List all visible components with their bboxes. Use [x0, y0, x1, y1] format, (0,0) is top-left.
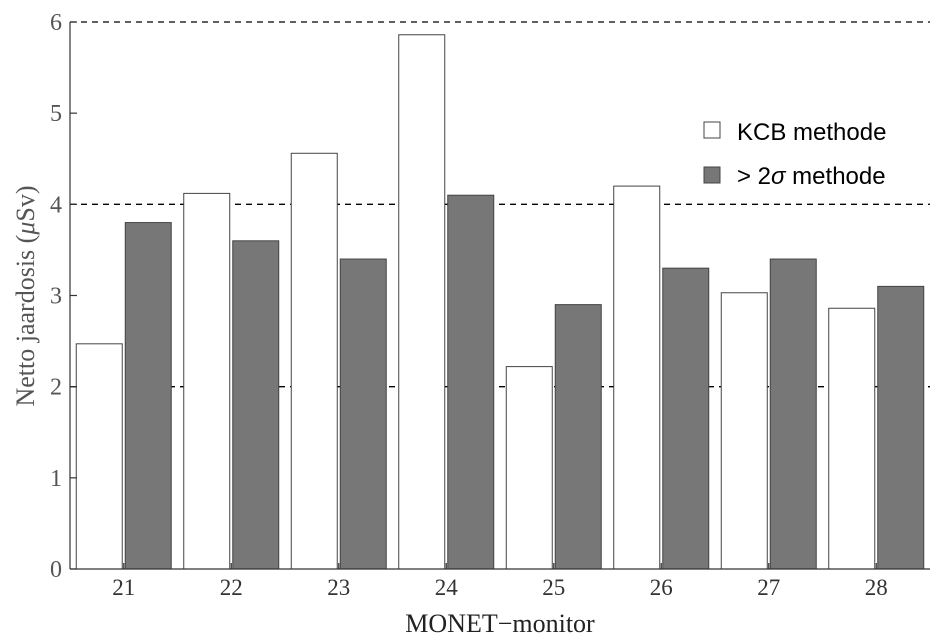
y-tick-label: 4 [50, 192, 62, 218]
x-tick-label: 24 [435, 575, 459, 600]
bar-2sigma [447, 194, 495, 570]
legend-label-kcb: KCB methode [737, 119, 886, 146]
bar-kcb [828, 307, 876, 570]
legend-label-2sigma-prefix: > 2 [737, 163, 771, 190]
y-axis-label-unit: Sv) [11, 185, 40, 221]
bar-kcb [505, 366, 553, 570]
y-tick-label: 0 [50, 557, 62, 583]
bar-kcb [720, 292, 768, 570]
legend-label-2sigma: > 2σ methode [737, 163, 886, 190]
bar-kcb [183, 192, 231, 570]
legend-swatch-2sigma [703, 166, 721, 184]
y-tick-label: 2 [50, 375, 62, 401]
y-tick-label: 5 [50, 101, 62, 127]
x-tick-label: 28 [865, 575, 888, 600]
y-axis-label-mu: μ [11, 222, 40, 236]
x-tick-label: 26 [650, 575, 673, 600]
bar-kcb [290, 152, 338, 570]
bar-kcb [398, 34, 446, 570]
legend-label-2sigma-suffix: methode [786, 163, 886, 190]
bar-2sigma [877, 285, 925, 570]
legend: KCB methode > 2σ methode [703, 119, 886, 190]
bar-2sigma [124, 222, 172, 570]
bar-2sigma [662, 267, 710, 570]
y-tick-label: 3 [50, 284, 62, 310]
bar-2sigma [769, 258, 817, 570]
x-ticks: 21 22 23 24 25 26 27 28 [112, 563, 888, 600]
bar-2sigma [339, 258, 387, 570]
x-tick-label: 22 [220, 575, 243, 600]
y-ticks: 0 1 2 3 4 5 6 [50, 10, 77, 583]
y-axis-label: Netto jaardosis (μSv) [11, 185, 40, 406]
x-tick-label: 27 [757, 575, 780, 600]
y-tick-label: 1 [50, 466, 62, 492]
bar-2sigma [232, 240, 280, 570]
x-tick-label: 23 [327, 575, 350, 600]
legend-swatch-kcb [703, 121, 721, 139]
bars [75, 34, 925, 570]
bar-kcb [75, 343, 123, 570]
y-axis-label-main: Netto jaardosis ( [11, 235, 40, 407]
x-tick-label: 21 [112, 575, 135, 600]
legend-label-2sigma-sigma: σ [771, 163, 787, 190]
x-tick-label: 25 [542, 575, 565, 600]
x-axis-label: MONET−monitor [405, 609, 595, 638]
y-tick-label: 6 [50, 10, 62, 36]
bar-kcb [613, 185, 661, 570]
bar-2sigma [554, 304, 602, 570]
